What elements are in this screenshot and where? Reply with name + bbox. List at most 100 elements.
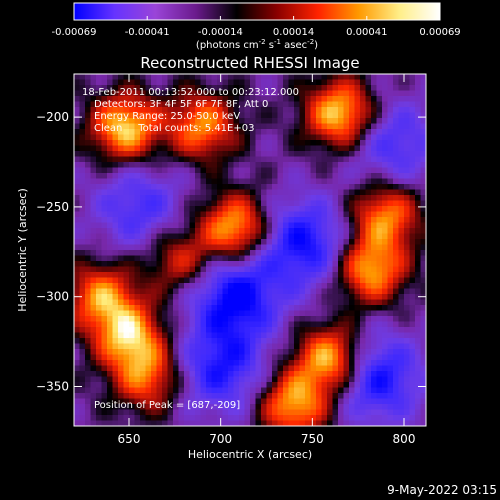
- heatmap-cell: [184, 387, 190, 394]
- heatmap-cell: [151, 107, 157, 113]
- heatmap-cell: [239, 299, 245, 306]
- heatmap-cell: [178, 272, 185, 278]
- heatmap-cell: [123, 266, 130, 273]
- heatmap-cell: [85, 360, 91, 366]
- heatmap-cell: [283, 393, 289, 399]
- heatmap-cell: [415, 123, 421, 130]
- heatmap-cell: [393, 118, 399, 124]
- heatmap-cell: [272, 222, 278, 229]
- heatmap-cell: [371, 167, 377, 174]
- heatmap-cell: [123, 327, 130, 333]
- heatmap-cell: [134, 354, 141, 361]
- heatmap-cell: [338, 354, 344, 361]
- heatmap-cell: [310, 266, 317, 273]
- heatmap-cell: [123, 294, 130, 300]
- heatmap-cell: [305, 316, 311, 322]
- heatmap-cell: [101, 134, 108, 141]
- heatmap-cell: [288, 96, 295, 102]
- heatmap-cell: [228, 420, 234, 426]
- heatmap-cell: [294, 140, 300, 146]
- heatmap-cell: [316, 382, 322, 388]
- heatmap-cell: [206, 145, 212, 152]
- heatmap-cell: [228, 360, 234, 366]
- heatmap-cell: [277, 393, 284, 399]
- heatmap-cell: [156, 90, 163, 97]
- heatmap-cell: [74, 239, 80, 245]
- heatmap-cell: [387, 244, 394, 251]
- heatmap-cell: [305, 376, 311, 383]
- heatmap-cell: [288, 299, 295, 306]
- heatmap-cell: [90, 420, 97, 426]
- heatmap-cell: [228, 79, 234, 86]
- heatmap-cell: [200, 239, 207, 245]
- heatmap-cell: [228, 118, 234, 124]
- heatmap-cell: [85, 338, 91, 344]
- heatmap-cell: [415, 310, 421, 317]
- heatmap-cell: [420, 332, 426, 339]
- heatmap-cell: [244, 244, 251, 251]
- heatmap-cell: [365, 343, 372, 350]
- heatmap-cell: [206, 283, 212, 289]
- heatmap-cell: [244, 393, 251, 399]
- heatmap-cell: [195, 222, 201, 229]
- heatmap-cell: [244, 283, 251, 289]
- heatmap-cell: [90, 360, 97, 366]
- heatmap-cell: [206, 151, 212, 157]
- heatmap-cell: [255, 316, 262, 322]
- heatmap-cell: [244, 272, 251, 278]
- heatmap-cell: [156, 239, 163, 245]
- heatmap-cell: [420, 189, 426, 196]
- heatmap-cell: [145, 222, 152, 229]
- heatmap-cell: [404, 327, 410, 333]
- heatmap-cell: [90, 343, 97, 350]
- heatmap-cell: [178, 365, 185, 372]
- heatmap-cell: [79, 354, 86, 361]
- heatmap-cell: [79, 409, 86, 416]
- heatmap-cell: [206, 387, 212, 394]
- heatmap-cell: [184, 288, 190, 295]
- heatmap-cell: [354, 129, 361, 135]
- heatmap-cell: [310, 134, 317, 141]
- heatmap-cell: [332, 96, 339, 102]
- heatmap-cell: [404, 79, 410, 86]
- heatmap-cell: [288, 371, 295, 377]
- heatmap-cell: [420, 200, 426, 207]
- heatmap-cell: [211, 261, 218, 267]
- heatmap-cell: [415, 173, 421, 179]
- heatmap-cell: [123, 332, 130, 339]
- heatmap-cell: [178, 79, 185, 86]
- heatmap-cell: [123, 365, 130, 372]
- heatmap-cell: [173, 118, 179, 124]
- heatmap-cell: [420, 393, 426, 399]
- heatmap-cell: [338, 343, 344, 350]
- heatmap-cell: [107, 184, 113, 190]
- heatmap-cell: [233, 250, 240, 256]
- heatmap-cell: [255, 228, 262, 234]
- heatmap-cell: [195, 239, 201, 245]
- heatmap-cell: [360, 316, 366, 322]
- heatmap-cell: [151, 376, 157, 383]
- heatmap-cell: [398, 129, 405, 135]
- heatmap-cell: [343, 332, 350, 339]
- heatmap-cell: [123, 288, 130, 295]
- heatmap-cell: [316, 398, 322, 405]
- heatmap-cell: [101, 211, 108, 218]
- heatmap-cell: [316, 90, 322, 97]
- heatmap-cell: [239, 140, 245, 146]
- heatmap-cell: [200, 415, 207, 421]
- heatmap-cell: [299, 244, 306, 251]
- heatmap-cell: [321, 283, 328, 289]
- heatmap-cell: [387, 134, 394, 141]
- heatmap-cell: [140, 151, 146, 157]
- heatmap-cell: [398, 151, 405, 157]
- heatmap-cell: [222, 156, 229, 163]
- heatmap-cell: [349, 250, 355, 256]
- heatmap-cell: [321, 239, 328, 245]
- heatmap-cell: [184, 294, 190, 300]
- heatmap-cell: [96, 145, 102, 152]
- heatmap-cell: [349, 255, 355, 262]
- heatmap-cell: [162, 112, 168, 119]
- heatmap-cell: [233, 118, 240, 124]
- heatmap-cell: [200, 184, 207, 190]
- heatmap-cell: [382, 283, 388, 289]
